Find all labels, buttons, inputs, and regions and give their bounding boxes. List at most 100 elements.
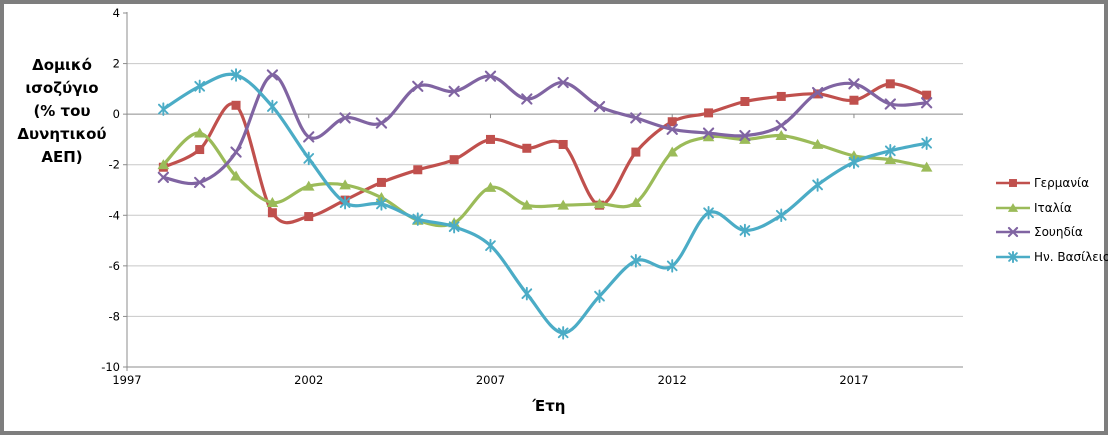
- square-marker-icon: [922, 90, 932, 100]
- x-marker-icon: [702, 127, 715, 139]
- square-marker-icon: [413, 165, 423, 175]
- triangle-marker-icon: [775, 130, 788, 141]
- asterisk-marker-icon: [812, 178, 823, 192]
- legend-marker-triangle-icon: [996, 202, 1030, 212]
- series-markers-sweden: [157, 69, 933, 189]
- y-axis-title: Δομικό ισοζύγιο (% του Δυνητικού ΑΕΠ): [6, 54, 118, 169]
- x-marker-icon: [194, 176, 206, 189]
- square-marker-icon: [449, 155, 459, 165]
- triangle-marker-icon: [920, 161, 933, 172]
- square-marker-icon: [304, 212, 314, 222]
- triangle-marker-icon: [193, 127, 206, 138]
- square-marker-icon: [631, 147, 641, 157]
- square-marker-icon: [522, 143, 532, 153]
- x-marker-icon: [921, 97, 933, 109]
- square-marker-icon: [885, 79, 895, 89]
- legend-marker-asterisk-icon: [996, 250, 1030, 263]
- y-tick-label: -8: [109, 309, 120, 323]
- triangle-marker-icon: [266, 197, 279, 208]
- asterisk-marker-icon: [848, 155, 860, 169]
- square-marker-icon: [485, 134, 495, 144]
- x-marker-icon: [230, 146, 242, 158]
- asterisk-marker-icon: [884, 144, 896, 158]
- triangle-marker-icon: [557, 199, 569, 210]
- triangle-marker-icon: [521, 199, 533, 210]
- asterisk-marker-icon: [448, 219, 460, 234]
- x-marker-icon: [412, 80, 424, 92]
- triangle-marker-icon: [739, 133, 751, 144]
- legend-item-germany: Γερμανία: [995, 171, 1108, 196]
- x-tick-label: 2002: [294, 373, 323, 387]
- y-tick-label: -2: [109, 158, 120, 172]
- series-line-sweden: [161, 73, 929, 186]
- series-markers-italy: [157, 127, 933, 228]
- triangle-marker-icon: [848, 150, 860, 161]
- triangle-marker-icon: [339, 179, 351, 190]
- y-tick-label: -4: [109, 208, 120, 222]
- x-marker-icon: [303, 131, 315, 143]
- y-tick-label: 4: [113, 6, 120, 20]
- asterisk-marker-icon: [339, 195, 351, 210]
- x-tick-label: 1997: [112, 373, 141, 387]
- legend-item-italy: Ιταλία: [995, 196, 1108, 221]
- asterisk-marker-icon: [775, 208, 787, 223]
- square-marker-icon: [195, 145, 205, 155]
- x-marker-icon: [375, 117, 388, 129]
- x-marker-icon: [811, 87, 824, 99]
- asterisk-marker-icon: [921, 136, 933, 150]
- asterisk-marker-icon: [230, 68, 242, 82]
- asterisk-marker-icon: [157, 102, 169, 116]
- legend-marker-x-icon: [996, 227, 1030, 238]
- square-marker-icon: [704, 108, 714, 118]
- x-marker-icon: [666, 123, 678, 135]
- triangle-marker-icon: [1007, 202, 1019, 212]
- square-marker-icon: [1009, 179, 1017, 188]
- square-marker-icon: [267, 208, 277, 218]
- legend-item-uk: Ην. Βασίλειο: [995, 245, 1108, 270]
- legend-label: Σουηδία: [1034, 225, 1083, 240]
- y-tick-label: -10: [101, 360, 120, 374]
- x-tick-label: 2012: [658, 373, 687, 387]
- y-axis-title-line: (% του: [33, 102, 91, 120]
- x-tick-label: 2007: [476, 373, 505, 387]
- x-marker-icon: [848, 78, 860, 90]
- triangle-marker-icon: [230, 170, 242, 181]
- x-tick-label: 2017: [839, 373, 868, 387]
- asterisk-marker-icon: [376, 197, 387, 211]
- x-marker-icon: [775, 119, 787, 132]
- series-line-italy: [161, 131, 929, 228]
- x-marker-icon: [1007, 227, 1019, 238]
- y-tick-label: 0: [113, 107, 120, 121]
- x-marker-icon: [157, 171, 169, 184]
- x-marker-icon: [266, 69, 279, 81]
- asterisk-marker-icon: [194, 79, 206, 94]
- square-marker-icon: [558, 139, 568, 149]
- square-marker-icon: [740, 97, 750, 106]
- triangle-marker-icon: [811, 138, 824, 149]
- y-axis-title-line: Δυνητικού: [17, 125, 107, 143]
- x-marker-icon: [593, 100, 606, 113]
- square-marker-icon: [849, 95, 859, 105]
- asterisk-marker-icon: [630, 254, 642, 268]
- y-tick-label: -6: [109, 259, 120, 273]
- square-marker-icon: [667, 117, 677, 127]
- series-line-germany: [161, 82, 929, 225]
- x-marker-icon: [739, 129, 751, 142]
- series-markers-uk: [157, 68, 933, 340]
- triangle-marker-icon: [666, 146, 679, 157]
- asterisk-marker-icon: [594, 289, 605, 303]
- x-marker-icon: [557, 76, 569, 89]
- triangle-marker-icon: [375, 191, 388, 202]
- x-marker-icon: [339, 112, 351, 124]
- legend-marker-square-icon: [996, 179, 1030, 188]
- square-marker-icon: [376, 177, 386, 187]
- asterisk-marker-icon: [739, 223, 751, 238]
- triangle-marker-icon: [702, 131, 715, 142]
- square-marker-icon: [776, 91, 786, 101]
- x-marker-icon: [484, 70, 497, 82]
- series-line-uk: [161, 72, 929, 335]
- asterisk-marker-icon: [557, 326, 569, 340]
- x-marker-icon: [630, 112, 642, 124]
- triangle-marker-icon: [157, 159, 170, 170]
